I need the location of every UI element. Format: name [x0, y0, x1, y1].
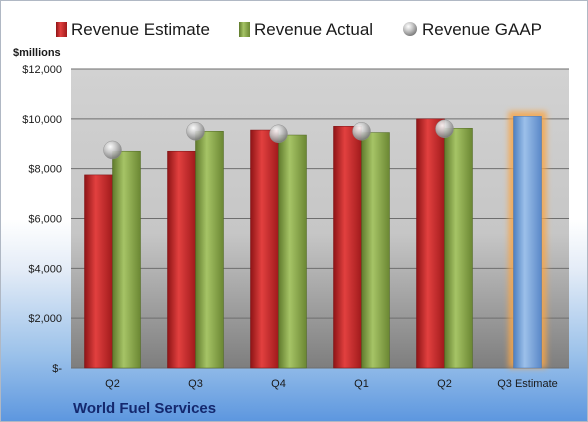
legend-swatch-estimate: [56, 22, 67, 37]
y-tick-label: $8,000: [28, 164, 62, 176]
gaap-markers: [103, 119, 454, 160]
y-tick-label: $4,000: [28, 263, 62, 275]
bar-actual: [195, 131, 224, 369]
legend-label-estimate: Revenue Estimate: [71, 20, 210, 39]
bar-actual: [444, 128, 473, 369]
y-tick-label: $6,000: [28, 214, 62, 226]
legend-swatch-actual: [239, 22, 250, 37]
legend-marker-gaap: [403, 22, 417, 36]
legend: Revenue Estimate Revenue Actual Revenue …: [56, 20, 542, 39]
legend-item-actual: Revenue Actual: [239, 20, 373, 39]
legend-label-actual: Revenue Actual: [254, 20, 373, 39]
bar-actual: [112, 150, 141, 369]
bar-estimate: [250, 129, 279, 369]
legend-item-gaap: Revenue GAAP: [403, 20, 542, 39]
gaap-marker: [103, 140, 122, 160]
y-tick-labels: $- $2,000 $4,000 $6,000 $8,000 $10,000 $12,000: [22, 64, 62, 375]
x-tick-label: Q3 Estimate: [497, 378, 558, 390]
company-name: World Fuel Services: [73, 400, 216, 417]
legend-label-gaap: Revenue GAAP: [422, 20, 542, 39]
bar-actual: [361, 132, 390, 369]
y-tick-label: $12,000: [22, 64, 62, 76]
y-axis-unit-label: $millions: [13, 47, 61, 59]
gridlines: [71, 68, 569, 369]
bar-estimate: [416, 118, 445, 369]
gaap-marker: [352, 122, 371, 141]
bar-estimate: [167, 150, 196, 369]
x-tick-label: Q2: [105, 378, 120, 390]
bar-estimate: [84, 174, 113, 369]
x-tick-label: Q4: [271, 378, 286, 390]
gaap-marker: [186, 122, 205, 141]
bar-actual: [278, 134, 307, 369]
gaap-marker: [269, 124, 288, 144]
y-tick-label: $-: [52, 363, 62, 375]
bar-estimate: [333, 126, 362, 369]
x-tick-label: Q1: [354, 378, 369, 390]
x-tick-label: Q3: [188, 378, 203, 390]
y-tick-label: $10,000: [22, 114, 62, 126]
legend-item-estimate: Revenue Estimate: [56, 20, 210, 39]
bars: [84, 111, 547, 369]
x-tick-label: Q2: [437, 378, 452, 390]
x-tick-labels: Q2 Q3 Q4 Q1 Q2 Q3 Estimate: [105, 378, 558, 390]
y-tick-label: $2,000: [28, 313, 62, 325]
bar-estimate-projected: [513, 116, 542, 369]
gaap-marker: [435, 119, 454, 139]
